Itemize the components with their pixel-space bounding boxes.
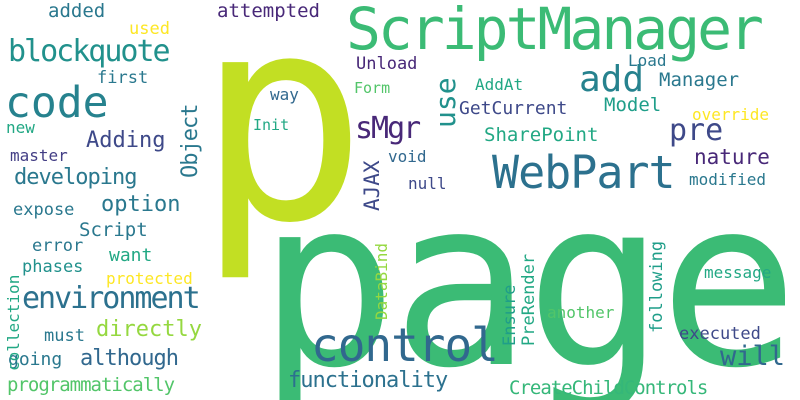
word-page: page [258,149,799,400]
word-nature: nature [694,145,770,169]
word-another: another [547,303,615,322]
word-option: option [101,192,181,217]
word-smgr: sMgr [355,111,421,146]
word-override: override [692,105,770,124]
word-must: must [44,326,85,346]
word-ajax: AJAX [360,160,384,211]
word-programmatically: programmatically [7,374,175,396]
word-expose: expose [13,200,75,220]
word-blockquote: blockquote [8,34,171,69]
word-new: new [6,118,35,137]
word-control: control [311,318,499,372]
word-model: Model [604,94,662,116]
word-webpart: WebPart [492,146,676,199]
word-modified: modified [689,170,767,189]
word-init: Init [253,116,290,134]
word-way: way [270,85,299,104]
word-want: want [109,245,153,266]
word-attempted: attempted [217,0,320,22]
word-collection: collection [4,274,23,371]
word-null: null [408,174,447,193]
word-added: added [48,0,106,22]
word-pre: pre [669,113,724,148]
word-phases: phases [22,257,84,277]
word-createchildcontrols: CreateChildControls [509,377,708,399]
word-form: Form [354,79,391,97]
word-object: Object [178,104,203,178]
word-error: error [32,236,84,256]
word-databind: DataBind [372,242,391,320]
word-going: going [8,349,63,370]
word-load: Load [628,51,667,70]
word-functionality: functionality [288,368,448,393]
word-manager: Manager [659,69,740,91]
word-adding: Adding [86,128,166,153]
word-prerender: PreRender [519,253,539,346]
word-used: used [129,19,170,39]
word-developing: developing [14,165,137,190]
word-script: Script [79,219,148,241]
word-scriptmanager: ScriptManager [346,0,764,63]
word-p: p [196,0,368,286]
word-message: message [704,263,772,282]
word-code: code [5,78,109,128]
word-getcurrent: GetCurrent [459,98,568,119]
word-first: first [97,68,149,88]
word-environment: environment [22,281,201,316]
word-protected: protected [106,269,193,288]
word-directly: directly [96,317,202,342]
word-following: following [647,240,667,333]
word-executed: executed [679,324,761,344]
word-ensure: Ensure [500,284,520,346]
word-addat: AddAt [475,75,524,94]
word-master: master [10,146,68,165]
word-void: void [388,147,427,166]
word-unload: Unload [356,54,418,74]
word-use: use [429,77,462,128]
word-will: will [720,341,786,372]
word-although: although [80,346,179,371]
word-add: add [579,59,645,100]
word-sharepoint: SharePoint [484,124,599,146]
